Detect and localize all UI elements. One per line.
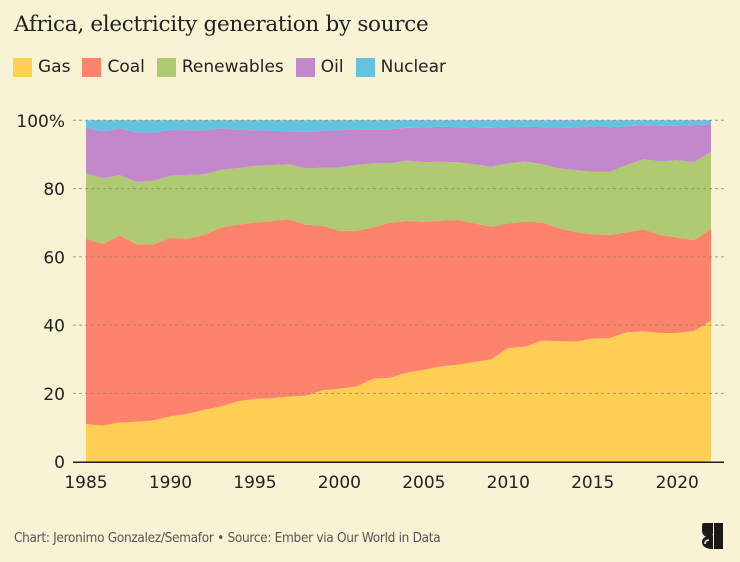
legend-item-oil: Oil [295,57,344,77]
x-tick-label: 1995 [233,473,276,493]
semafor-logo-icon [702,523,723,549]
y-tick-label: 0 [54,453,65,473]
legend-item-nuclear: Nuclear [355,57,447,77]
legend-swatch-renewables [156,57,176,77]
legend-swatch-nuclear [355,57,375,77]
y-axis-ticks: 0 20 40 60 80 100% [16,112,65,473]
legend-label-gas: Gas [38,57,71,77]
legend-label-coal: Coal [107,57,145,77]
y-tick-label: 80 [43,180,65,200]
area-coal [86,219,711,426]
x-tick-label: 2020 [656,473,699,493]
x-tick-label: 2015 [571,473,614,493]
x-tick-label: 1990 [149,473,192,493]
gridlines [73,119,724,394]
chart-title: Africa, electricity generation by source [14,12,429,37]
legend-label-oil: Oil [320,57,344,77]
legend-item-gas: Gas [13,57,70,77]
x-tick-label: 1985 [64,473,107,493]
x-tick-label: 2010 [487,473,530,493]
legend-label-nuclear: Nuclear [380,57,447,77]
legend-swatch-oil [295,57,315,77]
area-renewables [86,151,711,245]
legend-item-renewables: Renewables [156,57,284,77]
area-layer [86,120,711,462]
area-nuclear [86,120,711,133]
legend-label-renewables: Renewables [181,57,284,77]
legend-swatch-coal [82,57,102,77]
chart-credit: Chart: Jeronimo Gonzalez/Semafor • Sourc… [14,530,441,546]
x-tick-label: 2000 [318,473,361,493]
legend-item-coal: Coal [82,57,145,77]
x-axis-ticks: 1985 1990 1995 2000 2005 2010 2015 2020 [64,473,698,493]
area-gas [86,320,711,462]
legend: Gas Coal Renewables Oil Nuclear [13,57,458,77]
y-tick-label: 40 [43,317,65,337]
y-tick-label: 60 [43,248,65,268]
y-tick-label: 20 [43,385,65,405]
y-tick-label: 100% [16,112,65,132]
area-oil [86,124,711,182]
legend-swatch-gas [13,57,32,77]
x-tick-label: 2005 [402,473,445,493]
